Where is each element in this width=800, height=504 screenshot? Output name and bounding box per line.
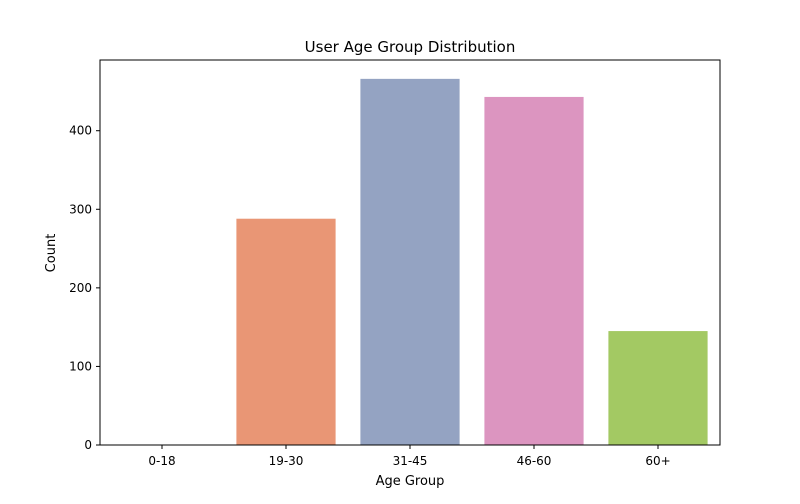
- y-tick-label: 300: [69, 202, 92, 216]
- ticks-layer: 0-18 19-30 31-45 46-60 60+ 0 100 200 300 400: [69, 124, 671, 468]
- x-axis-label: Age Group: [376, 474, 445, 489]
- x-tick-label: 60+: [645, 454, 670, 468]
- x-tick-label: 46-60: [517, 454, 552, 468]
- chart-title: User Age Group Distribution: [305, 38, 516, 56]
- y-tick-label: 200: [69, 281, 92, 295]
- y-axis-label: Count: [44, 234, 59, 273]
- bar-60+: [608, 331, 708, 445]
- y-tick-label: 100: [69, 359, 92, 373]
- y-tick-label: 400: [69, 124, 92, 138]
- bars-layer: [236, 78, 708, 445]
- x-tick-label: 31-45: [393, 454, 428, 468]
- x-tick-label: 0-18: [148, 454, 175, 468]
- x-tick-label: 19-30: [269, 454, 304, 468]
- bar-46-60: [484, 96, 584, 445]
- bar-31-45: [360, 78, 460, 445]
- y-tick-label: 0: [84, 438, 92, 452]
- bar-19-30: [236, 218, 336, 445]
